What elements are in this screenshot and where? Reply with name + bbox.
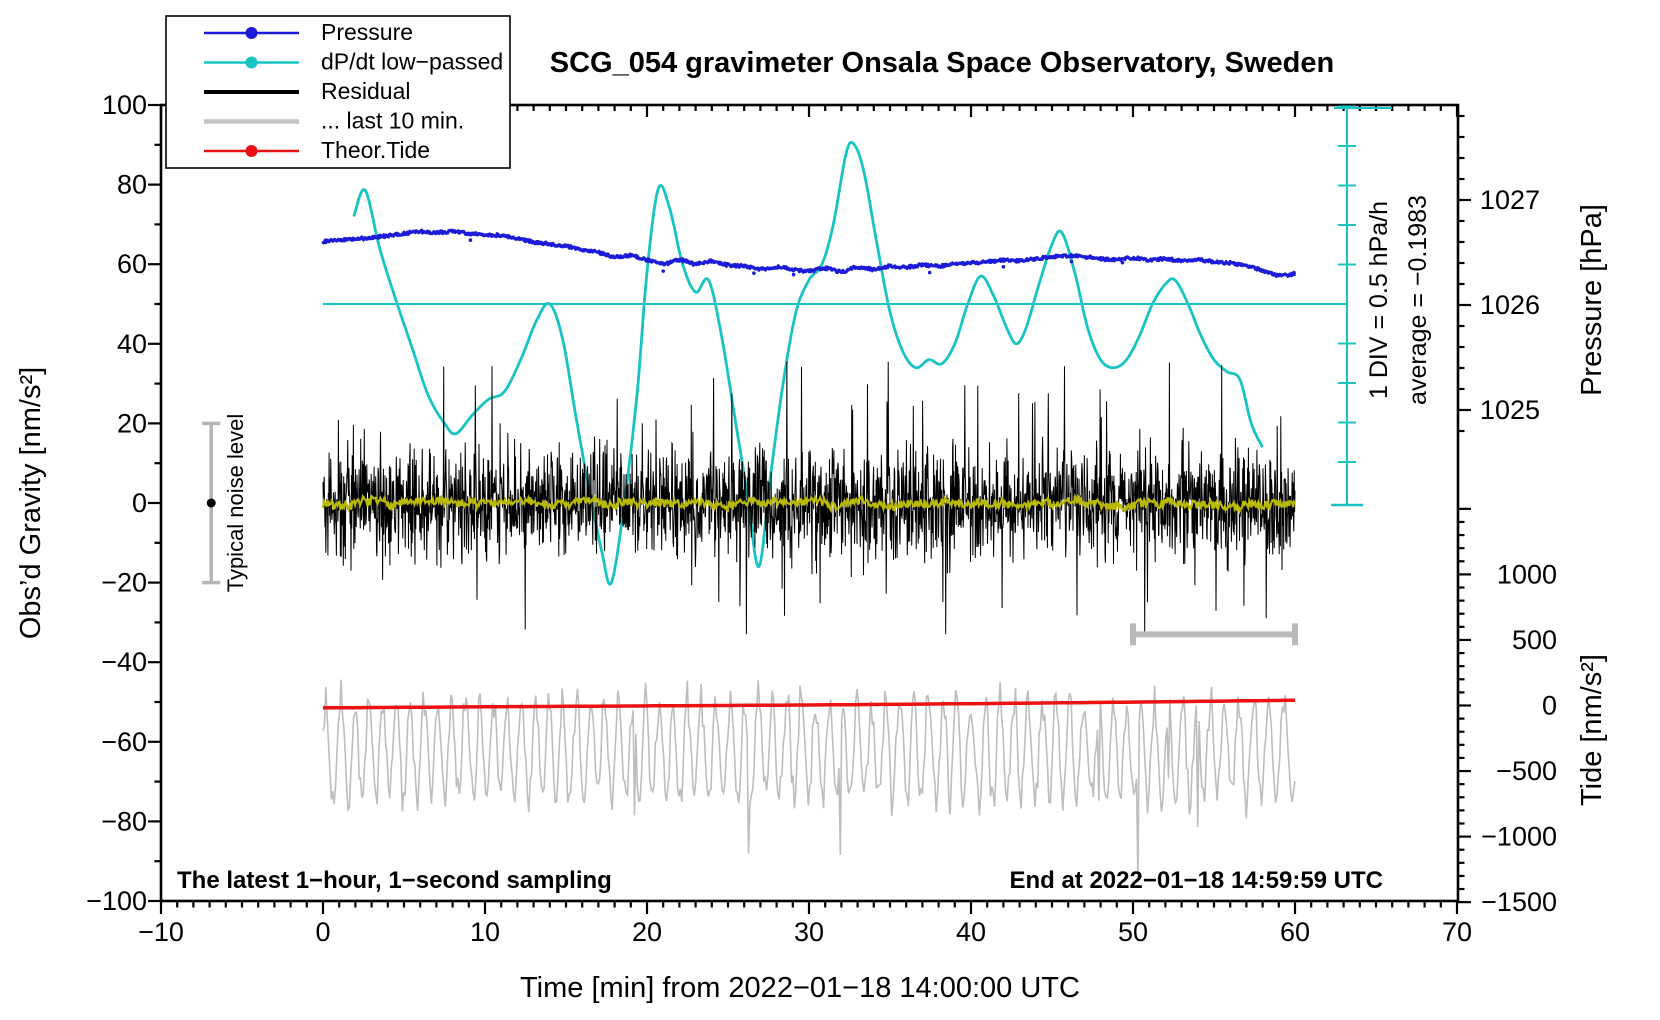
y-axis-label-pressure: Pressure [hPa]: [1576, 204, 1608, 396]
chart-title: SCG_054 gravimeter Onsala Space Observat…: [550, 47, 1334, 79]
pressure-outlier-dots: [468, 238, 1125, 277]
legend: Pressure dP/dt low−passed Residual ... last…: [165, 15, 511, 169]
gravity-tick-label: 0: [132, 488, 147, 518]
x-tick-label: 10: [470, 917, 500, 947]
gravity-tick-label: 40: [117, 329, 147, 359]
noise-marker-dot: [206, 498, 216, 508]
gravity-tick-label: −80: [101, 806, 147, 836]
legend-item: ... last 10 min.: [204, 108, 464, 134]
legend-label: Theor.Tide: [321, 137, 430, 163]
legend-item: Pressure: [204, 19, 413, 45]
typical-noise-marker: [202, 421, 221, 585]
legend-item: Theor.Tide: [204, 137, 430, 163]
series-theor-tide: [322, 698, 1295, 710]
end-time-note: End at 2022−01−18 14:59:59 UTC: [1009, 867, 1383, 894]
pressure-tick-label: 1025: [1480, 395, 1540, 425]
overlays: [202, 105, 1392, 646]
div-scale-annotation: 1 DIV = 0.5 hPa/h: [1365, 201, 1393, 399]
tide-tick-label: −500: [1496, 756, 1557, 786]
legend-marker-dot: [245, 56, 258, 69]
gravity-axis-ticks: [148, 103, 161, 903]
legend-marker-dot: [245, 27, 258, 39]
tide-tick-label: −1000: [1481, 822, 1557, 852]
x-tick-label: 50: [1118, 917, 1148, 947]
y-axis-label-tide: Tide [nm/s²]: [1576, 654, 1608, 806]
gravity-tick-label: −60: [101, 727, 147, 757]
x-tick-label: 30: [794, 917, 824, 947]
pressure-tick-label: 1027: [1480, 185, 1540, 215]
x-tick-label: 70: [1442, 917, 1472, 947]
x-tick-label: 20: [632, 917, 662, 947]
gravity-tick-label: −40: [101, 647, 147, 677]
series-last-10-min: [322, 679, 1296, 879]
gravity-tick-label: 100: [102, 90, 147, 120]
gravity-axis-tick-labels: 100 80 60 40 20 0 −20 −40 −60 −80 −100: [86, 90, 147, 916]
x-tick-label: −10: [138, 917, 184, 947]
legend-item: dP/dt low−passed: [204, 49, 503, 75]
legend-marker-dot: [245, 145, 258, 157]
noise-level-label: Typical noise level: [223, 414, 248, 593]
x-axis-tick-labels: −10 0 10 20 30 40 50 60 70: [138, 917, 1472, 947]
tide-axis-ticks: 1000 500 0 −500 −1000 −1500: [1458, 507, 1557, 917]
gravity-tick-label: 60: [117, 249, 147, 279]
gravity-tick-label: 20: [117, 408, 147, 438]
legend-item: Residual: [204, 78, 411, 104]
last-10-min-bracket: [1130, 623, 1298, 646]
legend-label: dP/dt low−passed: [321, 49, 503, 75]
sampling-note: The latest 1−hour, 1−second sampling: [177, 867, 612, 894]
gravity-tick-label: 80: [117, 170, 147, 200]
series-residual: [322, 361, 1296, 635]
tide-tick-label: 1000: [1497, 559, 1557, 589]
tide-tick-label: 500: [1512, 625, 1557, 655]
y-axis-label-gravity: Obs’d Gravity [nm/s²]: [15, 367, 47, 639]
pressure-tick-label: 1026: [1480, 290, 1540, 320]
x-tick-label: 0: [315, 917, 330, 947]
legend-label: Pressure: [321, 19, 413, 45]
series-pressure: [321, 228, 1297, 278]
x-tick-label: 40: [956, 917, 986, 947]
legend-label: ... last 10 min.: [321, 108, 464, 134]
legend-label: Residual: [321, 78, 411, 104]
gravity-tick-label: −100: [86, 886, 147, 916]
axes: −10 0 10 20 30 40 50 60 70100806040200−20−40−60−…: [86, 90, 1557, 947]
data-series: [321, 141, 1297, 879]
tide-tick-label: 0: [1542, 691, 1557, 721]
gravity-tick-label: −20: [101, 568, 147, 598]
dpdt-scale-bar: [323, 105, 1392, 507]
series-residual-lowpass: [321, 493, 1296, 516]
tide-tick-label: −1500: [1481, 887, 1557, 917]
pressure-axis-ticks: 1027 1026 1025: [1458, 114, 1540, 433]
x-tick-label: 60: [1280, 917, 1310, 947]
average-annotation: average = −0.1983: [1404, 195, 1432, 405]
x-axis-label: Time [min] from 2022−01−18 14:00:00 UTC: [520, 972, 1080, 1004]
series-dpdt: [352, 141, 1264, 586]
